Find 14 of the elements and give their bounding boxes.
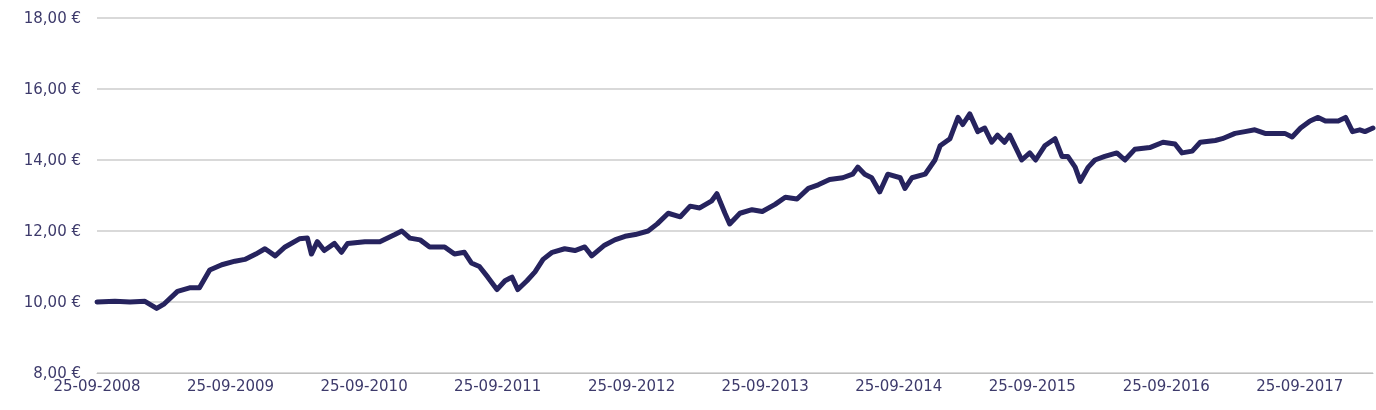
x-tick-label: 25-09-2016 [1122,376,1210,395]
x-tick-label: 25-09-2009 [186,376,275,395]
y-tick-label: 18,00 € [23,9,81,27]
x-tick-label: 25-09-2017 [1256,376,1344,395]
y-tick-label: 10,00 € [23,293,81,311]
x-tick-label: 25-09-2014 [855,376,943,395]
x-tick-label: 25-09-2012 [588,376,676,395]
y-tick-label: 14,00 € [23,151,81,169]
x-tick-label: 25-09-2011 [454,376,542,395]
x-tick-label: 25-09-2015 [988,376,1076,395]
x-tick-label: 25-09-2013 [721,376,809,395]
y-tick-label: 16,00 € [23,80,81,98]
y-tick-label: 12,00 € [23,222,81,240]
x-tick-label: 25-09-2010 [320,376,408,395]
